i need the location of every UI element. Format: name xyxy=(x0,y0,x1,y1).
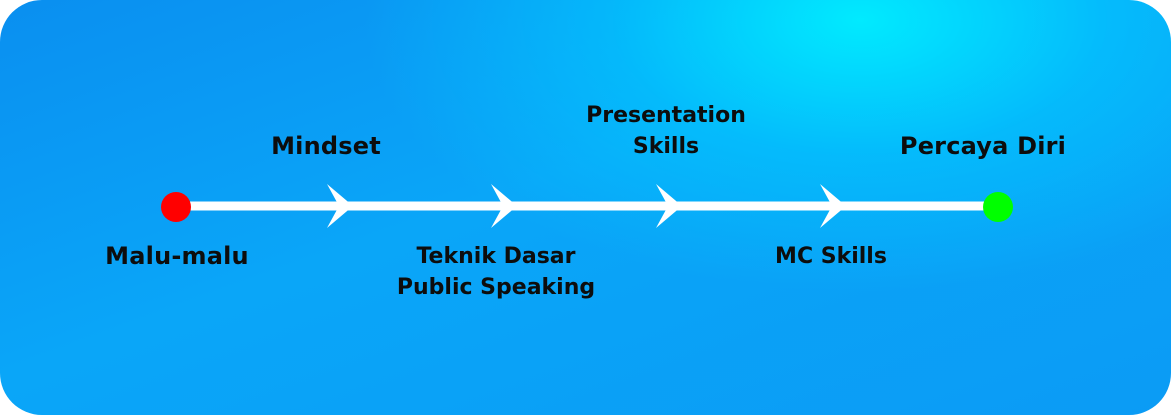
timeline-arrow-2 xyxy=(491,184,517,228)
step-4-label: MC Skills xyxy=(775,244,887,269)
start-point-dot xyxy=(161,192,191,222)
timeline-arrow-3 xyxy=(656,184,682,228)
step-2-label: Teknik Dasar Public Speaking xyxy=(397,241,595,303)
timeline-arrow-4 xyxy=(820,184,846,228)
step-3-label-line-2: Skills xyxy=(632,134,700,159)
timeline-arrow-1 xyxy=(327,184,353,228)
step-1-label: Mindset xyxy=(271,132,381,160)
step-3-label: Presentation Skills xyxy=(586,100,746,162)
step-3-label-line-1: Presentation xyxy=(586,103,746,128)
step-2-label-line-1: Teknik Dasar xyxy=(416,244,576,269)
end-point-dot xyxy=(983,192,1013,222)
end-label: Percaya Diri xyxy=(899,132,1067,160)
start-label: Malu-malu xyxy=(105,242,249,270)
step-2-label-line-2: Public Speaking xyxy=(396,275,596,300)
